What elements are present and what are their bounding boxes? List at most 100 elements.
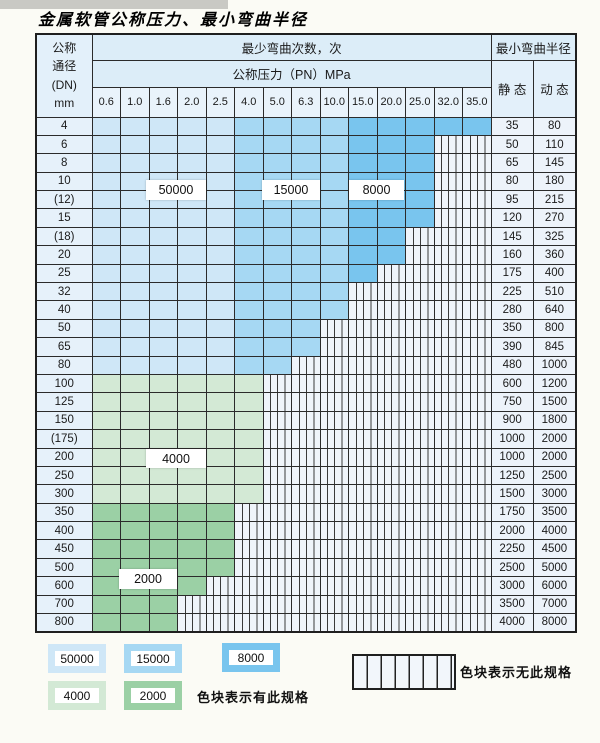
dynamic-radius-value: 8000 [532,613,577,633]
legend-swatch-15000: 15000 [124,644,182,673]
no-spec-cell [319,502,349,523]
no-spec-cell [348,300,378,320]
spec-cell [234,190,264,210]
dynamic-radius-value: 3500 [532,502,577,523]
legend-label-8000: 8000 [237,650,265,665]
no-spec-cell [433,355,463,375]
spec-cell [148,300,178,320]
no-spec-cell [319,594,349,615]
no-spec-cell [462,153,492,173]
pressure-header-4.0: 4.0 [234,86,264,118]
spec-cell [148,594,178,615]
static-radius-value: 750 [490,392,534,412]
legend-hatch-swatch [352,654,456,690]
spec-cell [234,373,264,394]
spec-cell [91,245,121,265]
table-row-dn-400: 400 2000 4000 [35,521,577,541]
no-spec-cell [405,318,435,339]
no-spec-cell [433,171,463,192]
spec-cell [205,355,235,375]
legend-swatch-4000: 4000 [48,681,106,710]
spec-cell [234,429,264,449]
spec-cell [205,539,235,559]
no-spec-cell [405,355,435,375]
no-spec-cell [348,502,378,523]
no-spec-cell [405,594,435,615]
table-row-dn-6: 6 50 110 [35,134,577,155]
no-spec-cell [319,557,349,578]
spec-cell [205,300,235,320]
legend-label-4000: 4000 [63,688,91,703]
static-radius-value: 600 [490,373,534,394]
static-radius-value: 145 [490,226,534,247]
no-spec-cell [376,373,406,394]
no-spec-cell [319,429,349,449]
table-row-dn-450: 450 2250 4500 [35,539,577,559]
no-spec-cell [433,392,463,412]
spec-cell [148,318,178,339]
scan-artifact-strip [0,0,228,9]
spec-cell [148,429,178,449]
static-radius-value: 350 [490,318,534,339]
no-spec-cell [319,539,349,559]
spec-cell [262,263,292,284]
spec-cell [234,465,264,486]
dynamic-radius-value: 270 [532,208,577,228]
spec-cell [205,429,235,449]
pressure-header-10.0: 10.0 [319,86,349,118]
spec-cell [348,153,378,173]
spec-cell [376,245,406,265]
spec-cell [148,245,178,265]
no-spec-cell [262,521,292,541]
spec-cell [120,613,150,633]
no-spec-cell [433,208,463,228]
dn-cell: 400 [35,521,93,541]
spec-cell [91,153,121,173]
legend-swatch-50000: 50000 [48,644,106,673]
static-radius-value: 1250 [490,465,534,486]
spec-cell [205,263,235,284]
cycles-label-15000: 15000 [262,180,320,200]
no-spec-cell [291,613,321,633]
no-spec-cell [462,355,492,375]
spec-cell [348,208,378,228]
no-spec-cell [234,594,264,615]
spec-cell [262,300,292,320]
spec-cell [120,502,150,523]
no-spec-cell [462,594,492,615]
spec-cell [291,116,321,136]
no-spec-cell [348,355,378,375]
pressure-header-1.6: 1.6 [148,86,178,118]
legend-label-50000: 50000 [60,651,94,666]
dynamic-radius-value: 325 [532,226,577,247]
spec-cell [91,539,121,559]
legend-label-15000: 15000 [136,651,170,666]
spec-cell [148,134,178,155]
no-spec-cell [177,594,207,615]
static-radius-value: 160 [490,245,534,265]
dn-column-header: 公称 通径 (DN) mm [35,33,93,118]
table-row-dn-500: 500 2500 5000 [35,557,577,578]
spec-cell [91,521,121,541]
no-spec-cell [262,539,292,559]
spec-cell [291,208,321,228]
static-radius-value: 3000 [490,576,534,596]
spec-cell [205,484,235,504]
no-spec-cell [376,521,406,541]
static-radius-value: 900 [490,410,534,431]
spec-cell [262,355,292,375]
no-spec-cell [405,576,435,596]
spec-cell [291,226,321,247]
dn-header-line: mm [54,96,75,111]
spec-cell [234,134,264,155]
no-spec-cell [348,521,378,541]
spec-cell [177,300,207,320]
table-row-dn-125: 125 750 1500 [35,392,577,412]
no-spec-cell [319,613,349,633]
no-spec-cell [376,318,406,339]
no-spec-cell [376,447,406,467]
spec-cell [234,245,264,265]
spec-cell [348,245,378,265]
spec-cell [291,282,321,302]
no-spec-cell [262,613,292,633]
